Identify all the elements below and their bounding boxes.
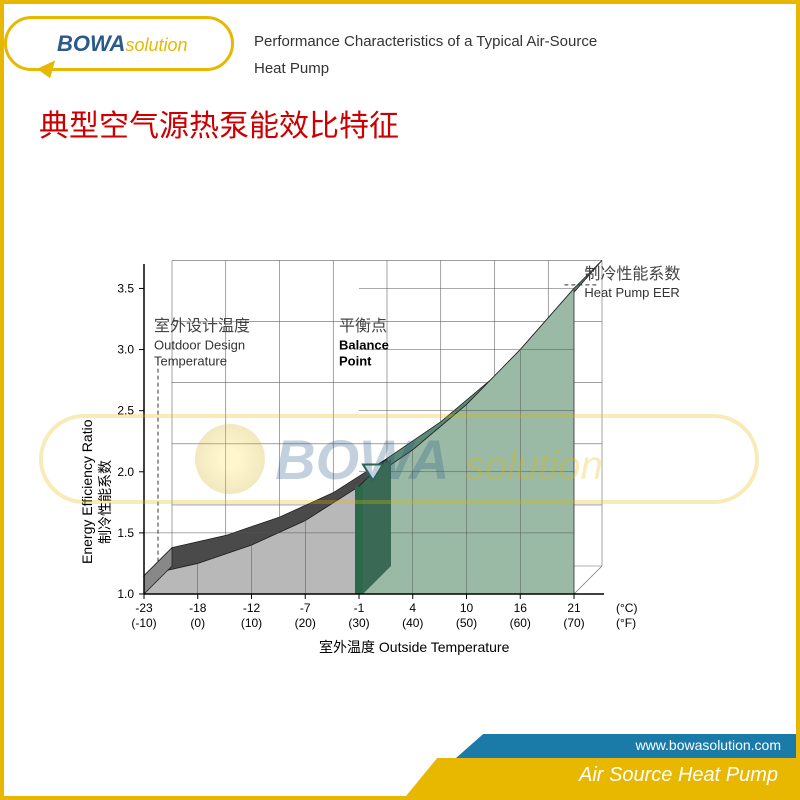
svg-text:-12: -12 [243, 601, 261, 615]
svg-text:1.5: 1.5 [117, 526, 134, 540]
svg-text:(40): (40) [402, 616, 423, 630]
svg-text:-23: -23 [135, 601, 153, 615]
svg-text:(10): (10) [241, 616, 262, 630]
subtitle-line2: Heat Pump [254, 55, 597, 82]
svg-text:平衡点: 平衡点 [339, 317, 387, 335]
svg-text:Temperature: Temperature [154, 353, 227, 368]
svg-text:(70): (70) [563, 616, 584, 630]
svg-text:制冷性能系数: 制冷性能系数 [584, 265, 680, 283]
svg-text:(-10): (-10) [131, 616, 156, 630]
svg-text:10: 10 [460, 601, 474, 615]
title-cn: 典型空气源热泵能效比特征 [39, 101, 796, 145]
svg-text:3.0: 3.0 [117, 343, 134, 357]
header: BOWAsolution Performance Characteristics… [4, 4, 796, 86]
svg-text:(0): (0) [190, 616, 205, 630]
footer-url: www.bowasolution.com [456, 734, 796, 758]
brand-sub: solution [125, 35, 187, 55]
outer-frame: BOWAsolution Performance Characteristics… [0, 0, 800, 800]
svg-text:Outdoor Design: Outdoor Design [154, 338, 245, 353]
subtitle-line1: Performance Characteristics of a Typical… [254, 28, 597, 55]
svg-text:(60): (60) [510, 616, 531, 630]
svg-text:室外设计温度: 室外设计温度 [154, 317, 250, 335]
svg-text:1.0: 1.0 [117, 587, 134, 601]
footer: www.bowasolution.com Air Source Heat Pum… [4, 736, 796, 796]
svg-text:2.5: 2.5 [117, 404, 134, 418]
svg-text:Balance: Balance [339, 338, 389, 353]
footer-product: Air Source Heat Pump [406, 758, 796, 796]
svg-text:-7: -7 [300, 601, 311, 615]
svg-text:室外温度 Outside Temperature: 室外温度 Outside Temperature [319, 639, 510, 655]
svg-text:制冷性能系数: 制冷性能系数 [97, 460, 113, 544]
svg-text:(20): (20) [295, 616, 316, 630]
brand-main: BOWA [57, 31, 125, 56]
svg-text:16: 16 [514, 601, 528, 615]
svg-text:4: 4 [409, 601, 416, 615]
svg-text:21: 21 [567, 601, 581, 615]
svg-text:Energy Efficiency Ratio: Energy Efficiency Ratio [79, 419, 95, 564]
svg-text:Heat Pump EER: Heat Pump EER [584, 285, 679, 300]
svg-text:(50): (50) [456, 616, 477, 630]
svg-text:-1: -1 [354, 601, 365, 615]
svg-text:(°C): (°C) [616, 601, 637, 615]
logo-bubble: BOWAsolution [4, 16, 234, 71]
svg-text:(°F): (°F) [616, 616, 636, 630]
svg-text:(30): (30) [348, 616, 369, 630]
chart: 1.0 1.5 2.0 2.5 3.0 3.5 -23(-10) -18(0) -12(10) -… [64, 214, 764, 654]
svg-text:2.0: 2.0 [117, 465, 134, 479]
svg-text:3.5: 3.5 [117, 281, 134, 295]
svg-text:Point: Point [339, 353, 372, 368]
svg-text:-18: -18 [189, 601, 207, 615]
logo-badge: BOWAsolution [4, 16, 234, 86]
header-subtitle: Performance Characteristics of a Typical… [254, 28, 597, 82]
chart-svg: 1.0 1.5 2.0 2.5 3.0 3.5 -23(-10) -18(0) -12(10) -… [64, 214, 764, 674]
